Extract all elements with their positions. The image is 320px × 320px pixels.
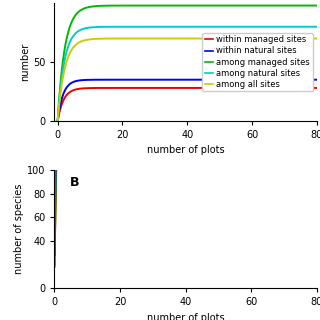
X-axis label: number of plots: number of plots bbox=[147, 146, 224, 156]
X-axis label: number of plots: number of plots bbox=[147, 313, 224, 320]
Legend: within managed sites, within natural sites, among managed sites, among natural s: within managed sites, within natural sit… bbox=[202, 33, 313, 91]
Text: B: B bbox=[70, 176, 80, 189]
Y-axis label: number of species: number of species bbox=[14, 184, 24, 274]
Y-axis label: number: number bbox=[20, 43, 30, 81]
